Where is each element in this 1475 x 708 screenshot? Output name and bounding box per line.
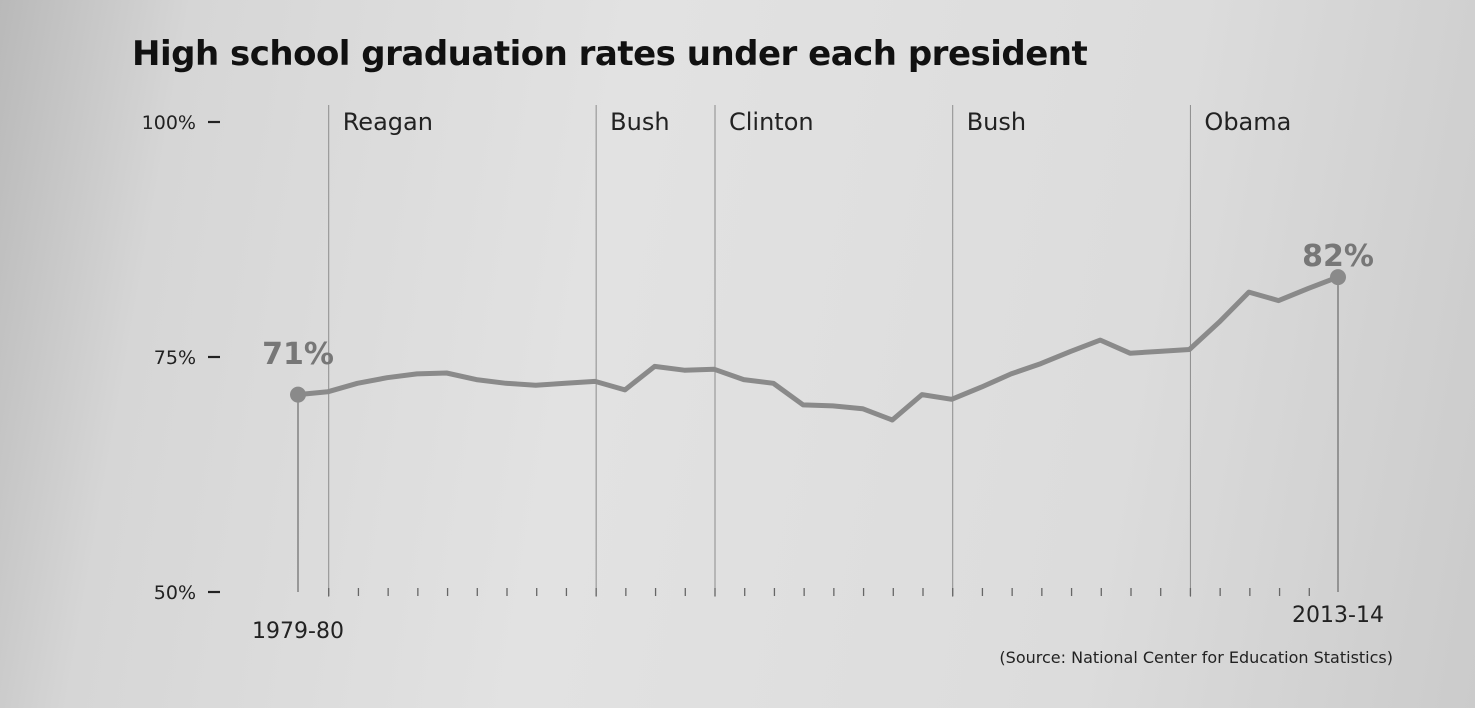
president-label: Bush (610, 108, 669, 136)
y-tick-label: 50% (154, 582, 196, 604)
start-value-label: 71% (262, 337, 334, 372)
president-label: Obama (1204, 108, 1291, 136)
start-point (290, 387, 306, 403)
president-label: Clinton (729, 108, 814, 136)
president-labels: Reagan Bush Clinton Bush Obama (343, 108, 1292, 136)
y-tick-label: 75% (154, 347, 196, 369)
president-label: Reagan (343, 108, 433, 136)
y-tick-label: 100% (142, 112, 196, 134)
end-value-label: 82% (1302, 239, 1374, 274)
series-line (298, 277, 1338, 420)
series-line-group (298, 277, 1338, 420)
x-start-label: 1979-80 (252, 619, 344, 644)
source-note: (Source: National Center for Education S… (999, 648, 1393, 667)
x-end-label: 2013-14 (1292, 603, 1384, 628)
x-ticks (329, 588, 1310, 596)
endpoint-group (290, 269, 1346, 403)
president-label: Bush (967, 108, 1026, 136)
y-axis: 50% 75% 100% (142, 112, 220, 604)
